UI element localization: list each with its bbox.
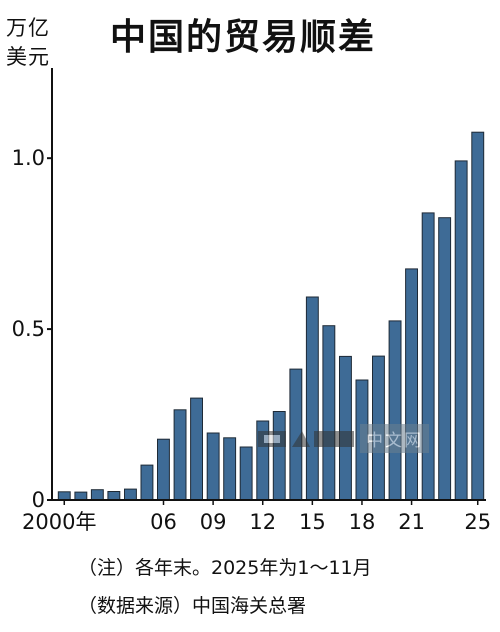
bar-2025: [471, 131, 485, 501]
y-tick-label: 1.0: [12, 146, 45, 170]
x-tick-label: 2000年: [22, 510, 96, 534]
x-tick-label: 15: [299, 510, 326, 534]
bar-2005: [140, 464, 154, 501]
watermark: 中文网: [258, 424, 429, 453]
bar-2008: [190, 397, 204, 501]
bar-2006: [157, 438, 170, 501]
y-tick-label: 0: [32, 488, 45, 512]
x-tick-label: 21: [398, 510, 425, 534]
bar-2011: [239, 446, 253, 501]
x-tick-label: 18: [349, 510, 376, 534]
bar-2002: [90, 489, 104, 501]
bar-2007: [173, 409, 187, 501]
y-tick-label: 0.5: [12, 317, 45, 341]
bar-2020: [388, 320, 402, 501]
footnote-period: （注）各年末。2025年为1～11月: [78, 557, 372, 579]
y-axis-unit-label: 万亿 美元: [6, 16, 50, 69]
footnote-source: （数据来源）中国海关总署: [78, 595, 307, 617]
bar-2004: [124, 488, 137, 501]
bar-2021: [405, 268, 419, 501]
bar-2015: [305, 296, 319, 501]
bar-2016: [322, 325, 336, 501]
bar-2023: [438, 217, 452, 501]
x-tick-label: 12: [249, 510, 276, 534]
watermark-text: 中文网: [360, 424, 429, 453]
bar-2003: [107, 491, 121, 501]
chart-title: 中国的贸易顺差: [110, 17, 377, 58]
x-tick-label: 06: [150, 510, 177, 534]
bar-2010: [223, 437, 237, 501]
nikkei-logo-icon: [258, 430, 354, 447]
bar-2024: [454, 160, 468, 501]
x-tick-label: 09: [200, 510, 227, 534]
bar-2001: [74, 491, 88, 501]
bar-2022: [421, 212, 435, 501]
x-tick-label: 25: [464, 510, 491, 534]
y-axis: 0 0.5 1.0: [12, 68, 53, 512]
x-axis: 2000年 06 09 12 15 18 21 25: [22, 499, 491, 534]
bar-2009: [206, 432, 220, 501]
bar-2000: [57, 491, 71, 501]
